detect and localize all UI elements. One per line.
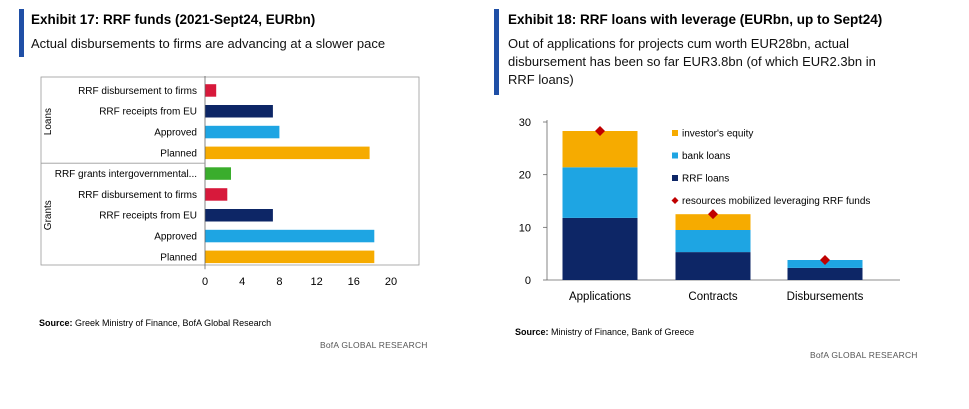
stack-0-1: [562, 167, 638, 218]
left-brand: BofA GLOBAL RESEARCH: [320, 340, 428, 350]
legend-label: investor's equity: [682, 129, 753, 140]
left-source-label: Source:: [39, 318, 73, 328]
y-tick-label: 20: [519, 170, 531, 182]
legend-swatch: [672, 152, 678, 159]
category-label: Planned: [160, 252, 197, 263]
legend-swatch: [672, 130, 678, 136]
category-label: RRF disbursement to firms: [78, 86, 197, 97]
legend-label: RRF loans: [682, 174, 729, 185]
right-source-text: Ministry of Finance, Bank of Greece: [548, 327, 695, 337]
right-source-label: Source:: [515, 327, 549, 337]
stacked-bar-chart: 0 10 20 30 Applications Contracts Disbursement…: [519, 117, 900, 303]
left-exhibit-title: Exhibit 17: RRF funds (2021-Sept24, EURb…: [31, 12, 316, 27]
group-label-grants: Grants: [43, 200, 54, 230]
stack-2-0: [787, 267, 863, 280]
stack-0-0: [562, 217, 638, 280]
category-label: Approved: [154, 128, 197, 139]
stack-1-1: [675, 230, 751, 253]
bar-grants-4: [205, 250, 375, 264]
x-category-label: Applications: [569, 291, 631, 303]
x-tick-label: 4: [239, 276, 245, 288]
category-label: RRF disbursement to firms: [78, 190, 197, 201]
legend-label: bank loans: [682, 151, 730, 162]
legend-swatch: [672, 175, 678, 181]
x-category-label: Disbursements: [787, 291, 864, 303]
bar-loans-2: [205, 125, 280, 139]
x-tick-label: 8: [276, 276, 282, 288]
right-source: Source: Ministry of Finance, Bank of Gre…: [515, 327, 694, 337]
marker-diamond: [708, 209, 718, 220]
left-plot-frame: [40, 76, 420, 266]
stack-0-2: [562, 131, 638, 168]
category-label: RRF grants intergovernmental...: [55, 169, 197, 180]
left-source-text: Greek Ministry of Finance, BofA Global R…: [72, 318, 272, 328]
bar-grants-0: [205, 167, 231, 180]
bar-loans-3: [205, 146, 370, 160]
left-source: Source: Greek Ministry of Finance, BofA …: [39, 318, 271, 328]
x-tick-label: 20: [385, 276, 397, 288]
bar-loans-0: [205, 84, 217, 97]
x-tick-label: 0: [202, 276, 208, 288]
group-label-loans: Loans: [43, 108, 54, 135]
right-exhibit-title: Exhibit 18: RRF loans with leverage (EUR…: [508, 12, 883, 27]
legend-swatch: [671, 197, 679, 204]
category-label: Planned: [160, 148, 197, 159]
right-exhibit-subtitle: Out of applications for projects cum wor…: [508, 36, 876, 87]
bar-loans-1: [205, 105, 273, 118]
x-category-label: Contracts: [688, 291, 737, 303]
x-tick-label: 12: [310, 276, 322, 288]
category-label: Approved: [154, 232, 197, 243]
category-label: RRF receipts from EU: [99, 107, 197, 118]
y-tick-label: 0: [525, 275, 531, 287]
bar-grants-1: [205, 188, 228, 201]
stack-1-0: [675, 252, 751, 280]
loans-grants-bar-chart: RRF disbursement to firms RRF receipts fr…: [40, 76, 420, 288]
marker-diamond: [595, 125, 605, 136]
left-exhibit-subtitle: Actual disbursements to firms are advanc…: [31, 36, 386, 51]
stack-1-2: [675, 214, 751, 230]
bar-grants-2: [205, 209, 273, 222]
bar-grants-3: [205, 229, 375, 243]
right-brand: BofA GLOBAL RESEARCH: [810, 350, 918, 360]
x-tick-label: 16: [348, 276, 360, 288]
category-label: RRF receipts from EU: [99, 211, 197, 222]
marker-diamond: [820, 254, 830, 265]
legend-label: resources mobilized leveraging RRF funds: [682, 196, 870, 207]
y-tick-label: 10: [519, 222, 531, 234]
y-tick-label: 30: [519, 117, 531, 129]
left-title-accent: [19, 9, 24, 57]
right-title-accent: [494, 9, 499, 95]
